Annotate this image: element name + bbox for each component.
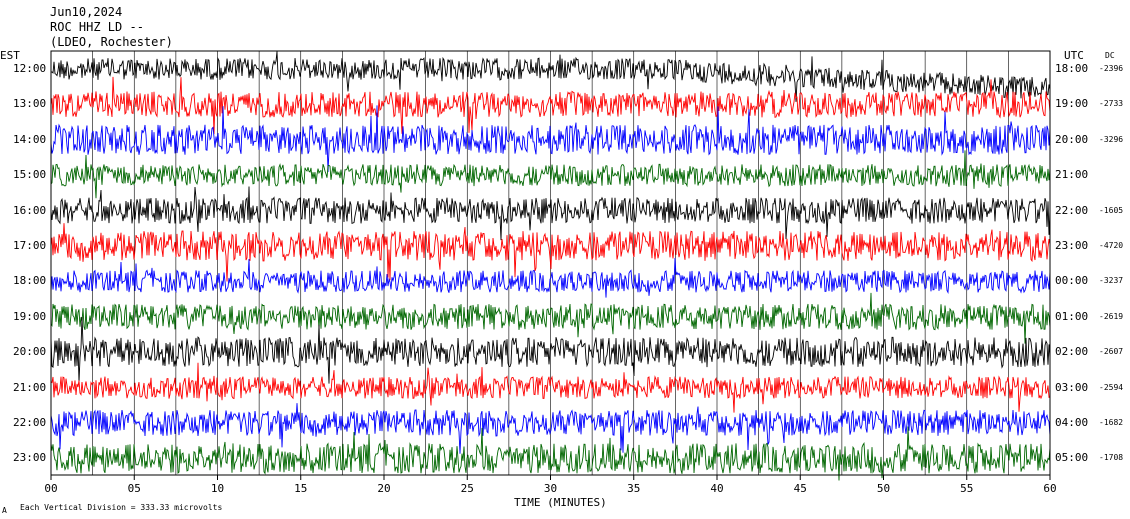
utc-label-6: 00:00: [1055, 274, 1089, 288]
scale-note: Each Vertical Division = 333.33 microvol…: [20, 503, 223, 512]
trace-row-2000: [50, 316, 1051, 384]
x-tick-label-40: 40: [710, 482, 723, 495]
dc-label-0: -2396: [1099, 64, 1124, 73]
dc-label-4: -1605: [1099, 205, 1124, 215]
x-tick-label-05: 05: [128, 482, 141, 495]
trace-row-1900: [50, 292, 1051, 344]
trace-row-1200: [50, 51, 1051, 102]
trace-row-2300: [50, 426, 1051, 481]
x-tick-label-45: 45: [794, 482, 807, 495]
dc-label-9: -2594: [1099, 382, 1124, 392]
utc-label-3: 21:00: [1055, 168, 1089, 182]
est-label-6: 18:00: [13, 274, 47, 288]
est-label-4: 16:00: [13, 203, 47, 217]
est-label-1: 13:00: [13, 97, 47, 111]
utc-label-0: 18:00: [1055, 62, 1089, 75]
utc-label-5: 23:00: [1055, 239, 1089, 252]
dc-label-10: -1682: [1099, 418, 1124, 427]
scale-prefix: A: [2, 506, 7, 515]
dc-label-11: -1708: [1099, 453, 1124, 463]
x-tick-label-55: 55: [960, 482, 973, 495]
x-tick-label-30: 30: [544, 482, 557, 495]
utc-label-10: 04:00: [1055, 416, 1089, 429]
est-label-11: 23:00: [13, 451, 47, 465]
est-label-7: 19:00: [13, 309, 47, 323]
trace-row-1600: [50, 186, 1051, 241]
dc-axis-title: DC: [1105, 51, 1115, 60]
station-date: Jun10,2024: [50, 5, 123, 19]
dc-label-7: -2619: [1099, 311, 1124, 321]
x-tick-label-50: 50: [877, 482, 890, 495]
trace-row-1700: [50, 223, 1051, 282]
est-label-9: 21:00: [13, 380, 47, 394]
est-axis-title: EST: [0, 49, 20, 62]
trace-row-1800: [50, 257, 1051, 298]
utc-axis-title: UTC: [1064, 49, 1084, 62]
station-channel: ROC HHZ LD --: [50, 20, 144, 34]
x-axis-ticks: 00 05 10 15 20 25 30 35 40 45 50 55 60: [44, 475, 1057, 495]
x-tick-label-15: 15: [294, 482, 307, 495]
x-tick-label-35: 35: [627, 482, 640, 495]
seismic-traces: [50, 51, 1051, 481]
x-tick-label-00: 00: [44, 482, 57, 495]
x-tick-label-60: 60: [1043, 482, 1056, 495]
x-axis-title: TIME (MINUTES): [514, 496, 607, 509]
utc-label-4: 22:00: [1055, 203, 1089, 217]
trace-row-2200: [50, 403, 1051, 454]
trace-row-1400: [50, 105, 1051, 173]
x-tick-label-20: 20: [377, 482, 390, 495]
dc-label-8: -2607: [1099, 347, 1124, 357]
utc-label-2: 20:00: [1055, 132, 1089, 146]
trace-row-1300: [50, 76, 1051, 135]
station-network: (LDEO, Rochester): [50, 35, 173, 49]
x-tick-label-25: 25: [461, 482, 474, 495]
minute-gridlines: [92, 51, 1009, 475]
utc-label-9: 03:00: [1055, 380, 1089, 394]
utc-label-11: 05:00: [1055, 451, 1089, 465]
utc-label-8: 02:00: [1055, 345, 1089, 359]
est-label-2: 14:00: [13, 132, 47, 146]
trace-row-1500: [50, 150, 1051, 199]
est-label-3: 15:00: [13, 168, 47, 182]
dc-label-2: -3296: [1099, 134, 1124, 144]
x-tick-label-10: 10: [211, 482, 224, 495]
est-label-5: 17:00: [13, 239, 47, 252]
dc-label-6: -3237: [1099, 276, 1124, 286]
utc-label-1: 19:00: [1055, 97, 1089, 111]
dc-label-5: -4720: [1099, 241, 1124, 250]
est-label-10: 22:00: [13, 416, 47, 429]
est-label-0: 12:00: [13, 62, 47, 75]
trace-row-2100: [50, 362, 1051, 413]
dc-label-1: -2733: [1099, 99, 1124, 109]
est-label-8: 20:00: [13, 345, 47, 359]
utc-label-7: 01:00: [1055, 309, 1089, 323]
